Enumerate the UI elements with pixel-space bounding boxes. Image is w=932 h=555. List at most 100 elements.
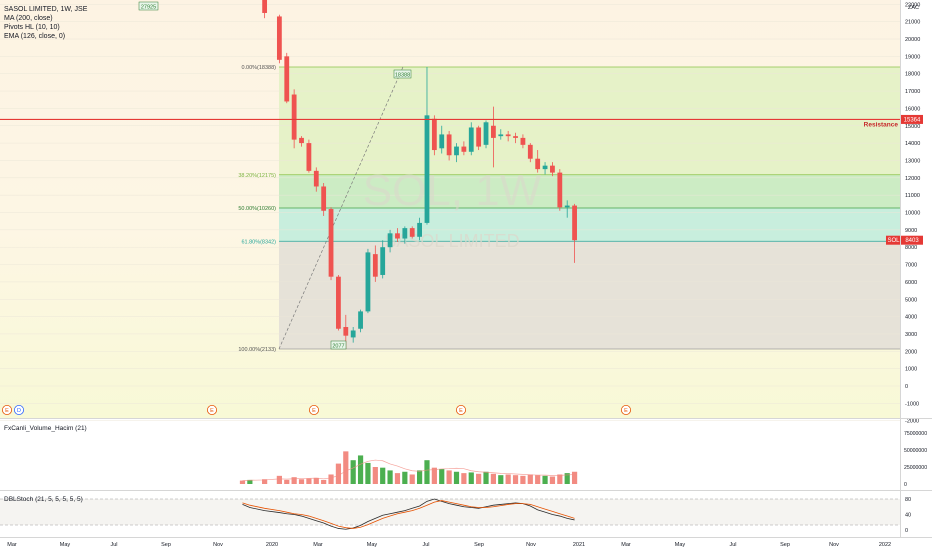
candle-body <box>520 137 526 145</box>
pivot-label-18388: 18388 <box>395 72 410 78</box>
price-tick: -2000 <box>905 419 919 425</box>
volume-bar <box>424 460 430 484</box>
indicator-pivots[interactable]: Pivots HL (10, 10) <box>4 24 60 31</box>
volume-bar <box>417 470 423 484</box>
candle-body <box>483 122 489 145</box>
candle-body <box>564 205 570 208</box>
volume-bar <box>380 467 386 484</box>
price-grid <box>0 4 900 421</box>
time-axis[interactable]: Mar May Jul Sep Nov 2020 Mar May Jul Sep Nov 2021 Ma… <box>7 542 891 548</box>
candle-body <box>498 134 504 137</box>
candle-body <box>542 165 548 170</box>
candle-body <box>409 228 415 237</box>
price-tick: 22000 <box>905 2 920 8</box>
price-tick: 2000 <box>905 349 917 355</box>
stoch-indicator-title[interactable]: DBLStoch (21, 5, 5, 5, 5, 5) <box>4 496 83 503</box>
volume-bar <box>343 451 349 484</box>
price-tick: 17000 <box>905 89 920 95</box>
time-tick: May <box>367 542 378 548</box>
event-marker[interactable]: E <box>621 404 632 415</box>
fibonacci-retracement[interactable] <box>279 66 900 350</box>
candle-body <box>446 134 452 156</box>
fib-trend-line[interactable] <box>278 66 404 350</box>
volume-bar <box>542 475 548 484</box>
volume-average-line <box>242 459 575 481</box>
indicator-ma[interactable]: MA (200, close) <box>4 15 53 22</box>
stoch-tick: 40 <box>905 513 911 519</box>
price-tick: 9000 <box>905 228 917 234</box>
price-tick: 4000 <box>905 315 917 321</box>
price-tick: 21000 <box>905 20 920 26</box>
candle-body <box>276 16 282 60</box>
candle-body <box>284 56 290 102</box>
last-price-symbol: SOL <box>887 238 900 244</box>
candle-body <box>491 125 496 138</box>
event-marker[interactable]: E <box>455 404 466 415</box>
symbol-title[interactable]: SASOL LIMITED, 1W, JSE <box>4 6 88 13</box>
candle-body <box>380 247 386 275</box>
candle-body <box>365 252 371 312</box>
candle-body <box>476 127 482 147</box>
volume-bar <box>328 474 334 484</box>
candle-body <box>343 327 349 336</box>
volume-bar <box>372 467 378 484</box>
fib-zone <box>279 66 900 175</box>
volume-bar <box>409 474 415 484</box>
last-price-value: 8403 <box>905 238 919 244</box>
event-marker[interactable]: E <box>2 404 12 415</box>
candle-body <box>313 170 319 187</box>
time-tick: Jul <box>110 542 117 548</box>
event-marker-letter: E <box>312 408 316 414</box>
price-tick: 1000 <box>905 367 917 373</box>
volume-bar <box>498 475 504 484</box>
price-tick: 15000 <box>905 124 920 130</box>
price-tick: 0 <box>905 384 908 390</box>
resistance-price-tag: 15364 <box>901 114 923 124</box>
candle-body <box>527 144 533 159</box>
volume-bar <box>549 476 556 484</box>
time-tick: Jul <box>729 542 736 548</box>
currency-label: ZAC <box>908 5 919 11</box>
event-marker-letter: E <box>624 408 628 414</box>
price-axis[interactable]: 2300022000210002000019000180001700016000… <box>905 0 920 425</box>
candle-body <box>262 0 268 13</box>
time-tick: 2022 <box>879 542 891 548</box>
event-marker-letter: E <box>210 408 214 414</box>
time-tick: 2021 <box>573 542 585 548</box>
price-tick: 14000 <box>905 141 920 147</box>
candlestick-series <box>262 0 577 349</box>
time-tick: May <box>60 542 71 548</box>
candle-body <box>336 276 341 329</box>
stoch-d-line <box>242 500 575 529</box>
volume-bar <box>564 473 570 484</box>
volume-bar <box>402 471 408 484</box>
price-tick: 5000 <box>905 297 917 303</box>
time-tick: Sep <box>161 542 171 548</box>
candle-body <box>513 136 518 138</box>
time-tick: Nov <box>829 542 839 548</box>
fib-level-label: 61.80%(8342) <box>241 239 276 245</box>
candle-body <box>550 165 555 173</box>
volume-bar <box>387 470 393 484</box>
volume-bar <box>446 470 452 484</box>
candle-body <box>291 94 297 140</box>
volume-indicator-title[interactable]: FxCanli_Volume_Hacim (21) <box>4 425 87 432</box>
event-marker[interactable]: D <box>13 404 24 415</box>
volume-bar <box>439 469 445 484</box>
volume-bar <box>535 475 541 484</box>
volume-bar <box>461 473 467 484</box>
volume-bar <box>505 474 511 484</box>
volume-bar <box>520 475 526 484</box>
indicator-ema[interactable]: EMA (126, close, 0) <box>4 33 65 40</box>
event-marker[interactable]: E <box>308 404 319 415</box>
event-marker-letter: E <box>459 408 463 414</box>
event-marker-letter: D <box>17 408 21 414</box>
event-marker[interactable]: E <box>206 404 217 415</box>
price-tick: 18000 <box>905 72 920 78</box>
volume-bar <box>291 477 297 484</box>
candle-body <box>468 127 474 152</box>
candle-body <box>328 209 334 277</box>
candle-body <box>402 228 408 239</box>
